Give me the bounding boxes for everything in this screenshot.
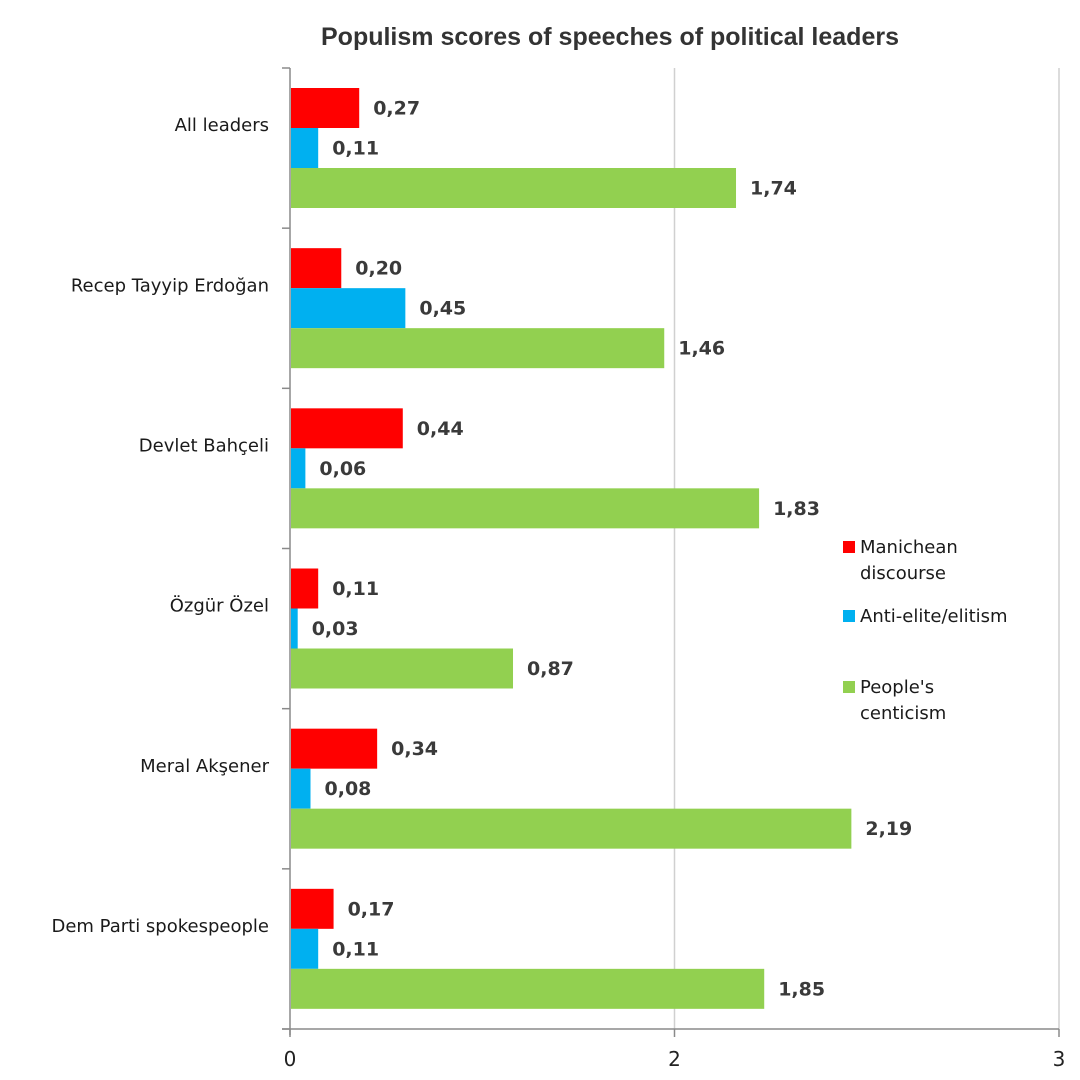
bar-manichean-discourse — [291, 408, 403, 449]
category-labels: All leaders Recep Tayyip Erdoğan Devlet Ba… — [51, 115, 269, 937]
category-label: Dem Parti spokespeople — [51, 916, 269, 937]
value-label: 0,17 — [348, 898, 395, 920]
category-label: Özgür Özel — [170, 595, 269, 617]
x-tick-label: 2 — [668, 1047, 681, 1071]
value-label: 0,34 — [391, 738, 438, 760]
bar-people-s-centicism — [291, 808, 852, 849]
value-labels: 0,27 0,11 1,74 0,20 0,45 1,46 0,44 0,06 1,83 0,11… — [312, 98, 913, 1001]
value-label: 0,11 — [332, 938, 379, 960]
axes — [282, 67, 1060, 1037]
value-label: 0,11 — [332, 138, 379, 160]
bar-anti-elite-elitism — [291, 928, 319, 969]
value-label: 1,74 — [750, 178, 797, 200]
value-label: 1,46 — [678, 338, 725, 360]
chart-title: Populism scores of speeches of political… — [321, 23, 899, 51]
bar-anti-elite-elitism — [291, 448, 306, 489]
category-label: Devlet Bahçeli — [139, 435, 269, 456]
value-label: 0,03 — [312, 618, 359, 640]
bar-anti-elite-elitism — [291, 288, 406, 329]
x-tick-labels: 0 2 3 — [284, 1047, 1066, 1071]
value-label: 0,08 — [325, 778, 372, 800]
category-label: Recep Tayyip Erdoğan — [71, 275, 269, 296]
x-tick-label: 3 — [1053, 1047, 1066, 1071]
legend-label: centicism — [860, 703, 946, 724]
bar-people-s-centicism — [291, 328, 665, 369]
value-label: 0,20 — [355, 258, 402, 280]
legend-swatch — [843, 541, 855, 553]
bar-anti-elite-elitism — [291, 768, 311, 809]
bar-anti-elite-elitism — [291, 608, 298, 649]
value-label: 2,19 — [865, 818, 912, 840]
bar-manichean-discourse — [291, 88, 360, 128]
value-label: 0,06 — [319, 458, 366, 480]
bar-anti-elite-elitism — [291, 128, 319, 168]
bar-people-s-centicism — [291, 968, 765, 1009]
category-label: All leaders — [175, 115, 269, 136]
legend-swatch — [843, 681, 855, 693]
value-label: 1,85 — [778, 978, 825, 1000]
value-label: 1,83 — [773, 498, 820, 520]
legend-swatch — [843, 610, 855, 622]
legend-label: discourse — [860, 563, 946, 584]
bar-people-s-centicism — [291, 488, 760, 529]
bar-manichean-discourse — [291, 888, 334, 929]
bar-people-s-centicism — [291, 168, 737, 208]
legend-label: Anti-elite/elitism — [860, 606, 1008, 627]
value-label: 0,45 — [419, 298, 466, 320]
bar-people-s-centicism — [291, 648, 514, 689]
category-label: Meral Akşener — [140, 756, 269, 777]
legend: Manichean discourse Anti-elite/elitism Peop… — [843, 537, 1008, 724]
bar-manichean-discourse — [291, 568, 319, 609]
value-label: 0,11 — [332, 578, 379, 600]
x-tick-label: 0 — [284, 1047, 297, 1071]
value-label: 0,44 — [417, 418, 464, 440]
gridlines — [673, 68, 1060, 1029]
bar-manichean-discourse — [291, 248, 342, 289]
value-label: 0,87 — [527, 658, 574, 680]
legend-label: Manichean — [860, 537, 958, 558]
value-label: 0,27 — [373, 98, 420, 120]
bar-manichean-discourse — [291, 728, 378, 769]
legend-label: People's — [860, 677, 934, 698]
bars — [291, 88, 852, 1009]
